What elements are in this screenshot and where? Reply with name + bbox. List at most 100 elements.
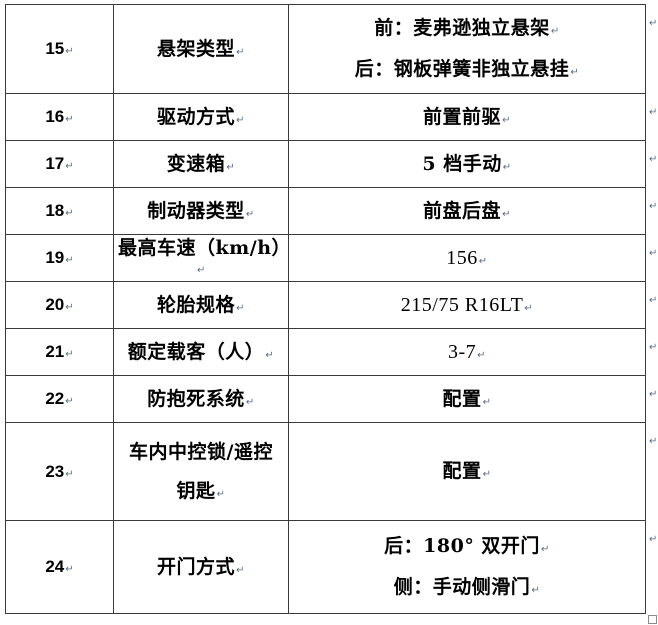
pilcrow-icon: ↵ <box>236 46 245 58</box>
cell-value[interactable]: 3-7↵ <box>288 328 646 376</box>
item-name-line: 悬架类型↵ <box>157 37 245 60</box>
row-number-text: 21↵ <box>45 342 74 361</box>
item-name-text: 驱动方式↵ <box>114 105 288 128</box>
margin-pilcrow-icon: ↵ <box>649 436 658 447</box>
item-name-text: 防抱死系统↵ <box>114 387 288 410</box>
cell-item-name[interactable]: 悬架类型↵ <box>113 4 289 94</box>
value-line: 215/75 R16LT↵ <box>400 294 534 316</box>
pilcrow-icon: ↵ <box>531 585 541 596</box>
pilcrow-icon: ↵ <box>65 349 74 360</box>
value-text: 前置前驱↵ <box>289 107 645 127</box>
pilcrow-icon: ↵ <box>236 114 245 126</box>
value-text: 前盘后盘↵ <box>289 201 645 221</box>
value-text: 配置↵ <box>289 462 645 481</box>
table-row: 21↵ 额定载客（人）↵ 3-7↵ <box>5 328 646 376</box>
pilcrow-icon: ↵ <box>65 468 74 480</box>
value-text: 156↵ <box>289 248 645 268</box>
cell-row-number[interactable]: 22↵ <box>5 375 114 423</box>
cell-value[interactable]: 配置↵ <box>288 375 646 423</box>
cell-row-number[interactable]: 21↵ <box>5 328 114 376</box>
cell-item-name[interactable]: 开门方式↵ <box>113 520 289 614</box>
cell-item-name[interactable]: 变速箱↵ <box>113 140 289 188</box>
row-number-text: 16↵ <box>45 107 74 126</box>
margin-pilcrow-icon: ↵ <box>649 18 658 29</box>
cell-item-name[interactable]: 驱动方式↵ <box>113 93 289 141</box>
cell-row-number[interactable]: 20↵ <box>5 281 114 329</box>
pilcrow-icon: ↵ <box>216 488 226 500</box>
cell-item-name[interactable]: 防抱死系统↵ <box>113 375 289 423</box>
value-line: 156↵ <box>446 247 488 269</box>
item-name-text: 额定载客（人）↵ <box>114 340 288 363</box>
cell-value[interactable]: 156↵ <box>288 234 646 282</box>
value-line: 配置↵ <box>442 387 492 410</box>
margin-pilcrow-icon: ↵ <box>649 248 658 259</box>
cell-item-name[interactable]: 制动器类型↵ <box>113 187 289 235</box>
cell-value[interactable]: 215/75 R16LT↵ <box>288 281 646 329</box>
pilcrow-icon: ↵ <box>226 161 236 173</box>
margin-pilcrow-icon: ↵ <box>649 201 658 212</box>
pilcrow-icon: ↵ <box>502 161 512 173</box>
vehicle-spec-table: 15↵ 悬架类型↵ 前：麦弗逊独立悬架↵ 后：钢板弹簧非独立悬挂↵ 16↵ 驱动方式↵ 前置… <box>5 4 646 614</box>
table-row: 18↵ 制动器类型↵ 前盘后盘↵ <box>5 187 646 235</box>
cell-row-number[interactable]: 19↵ <box>5 234 114 282</box>
row-number-text: 19↵ <box>45 248 74 267</box>
item-name-text: 轮胎规格↵ <box>114 293 288 316</box>
pilcrow-icon: ↵ <box>197 265 206 276</box>
cell-row-number[interactable]: 15↵ <box>5 4 114 94</box>
table-row: 19↵ 最高车速（km/h）↵ 156↵ <box>5 234 646 282</box>
item-name-line: 制动器类型↵ <box>147 199 255 222</box>
pilcrow-icon: ↵ <box>477 350 487 361</box>
value-line: 3-7↵ <box>447 341 487 363</box>
cell-row-number[interactable]: 17↵ <box>5 140 114 188</box>
row-number-text: 23↵ <box>45 461 74 481</box>
pilcrow-icon: ↵ <box>245 208 255 220</box>
table-resize-handle[interactable] <box>648 615 657 624</box>
cell-value[interactable]: 前：麦弗逊独立悬架↵ 后：钢板弹簧非独立悬挂↵ <box>288 4 646 94</box>
cell-item-name[interactable]: 最高车速（km/h）↵ <box>113 234 291 282</box>
pilcrow-icon: ↵ <box>265 349 275 361</box>
row-number-text: 15↵ <box>45 39 74 58</box>
margin-pilcrow-icon: ↵ <box>649 107 658 118</box>
row-number-text: 17↵ <box>45 154 74 173</box>
item-name-text: 悬架类型↵ <box>114 37 288 60</box>
table-row: 16↵ 驱动方式↵ 前置前驱↵ <box>5 93 646 141</box>
margin-pilcrow-icon: ↵ <box>649 295 658 306</box>
cell-value[interactable]: 前盘后盘↵ <box>288 187 646 235</box>
row-number-text: 24↵ <box>45 557 74 576</box>
item-name-line: 车内中控锁/遥控 <box>129 440 273 463</box>
pilcrow-icon: ↵ <box>540 544 550 555</box>
cell-row-number[interactable]: 18↵ <box>5 187 114 235</box>
pilcrow-icon: ↵ <box>65 396 74 407</box>
pilcrow-icon: ↵ <box>65 161 74 172</box>
cell-row-number[interactable]: 24↵ <box>5 520 114 614</box>
cell-item-name[interactable]: 额定载客（人）↵ <box>113 328 289 376</box>
cell-value[interactable]: 后：180° 双开门↵ 侧：手动侧滑门↵ <box>288 520 646 614</box>
cell-row-number[interactable]: 16↵ <box>5 93 114 141</box>
cell-value[interactable]: 前置前驱↵ <box>288 93 646 141</box>
cell-row-number[interactable]: 23↵ <box>5 422 114 521</box>
cell-value[interactable]: 5 档手动↵ <box>288 140 646 188</box>
value-line: 前：麦弗逊独立悬架↵ <box>374 17 560 39</box>
cell-value[interactable]: 配置↵ <box>288 422 646 521</box>
table-row: 22↵ 防抱死系统↵ 配置↵ <box>5 375 646 423</box>
item-name-line: 额定载客（人）↵ <box>127 340 275 363</box>
pilcrow-icon: ↵ <box>482 469 492 480</box>
margin-pilcrow-icon: ↵ <box>649 342 658 353</box>
cell-item-name[interactable]: 轮胎规格↵ <box>113 281 289 329</box>
item-name-text: 最高车速（km/h）↵ <box>114 239 291 277</box>
value-line: 配置↵ <box>442 460 492 482</box>
item-name-line: 变速箱↵ <box>166 152 236 175</box>
item-name-line: 防抱死系统↵ <box>147 387 255 410</box>
row-number-text: 18↵ <box>45 201 74 220</box>
table-body: 15↵ 悬架类型↵ 前：麦弗逊独立悬架↵ 后：钢板弹簧非独立悬挂↵ 16↵ 驱动方式↵ 前置… <box>5 4 646 614</box>
value-line: 后：180° 双开门↵ <box>384 535 550 557</box>
pilcrow-icon: ↵ <box>65 255 74 266</box>
cell-item-name[interactable]: 车内中控锁/遥控 钥匙↵ <box>113 422 289 521</box>
value-text: 3-7↵ <box>289 342 645 362</box>
pilcrow-icon: ↵ <box>65 302 74 313</box>
item-name-line: 驱动方式↵ <box>157 105 245 128</box>
item-name-text: 变速箱↵ <box>114 152 288 175</box>
pilcrow-icon: ↵ <box>236 302 245 314</box>
item-name-line: 轮胎规格↵ <box>157 293 245 316</box>
